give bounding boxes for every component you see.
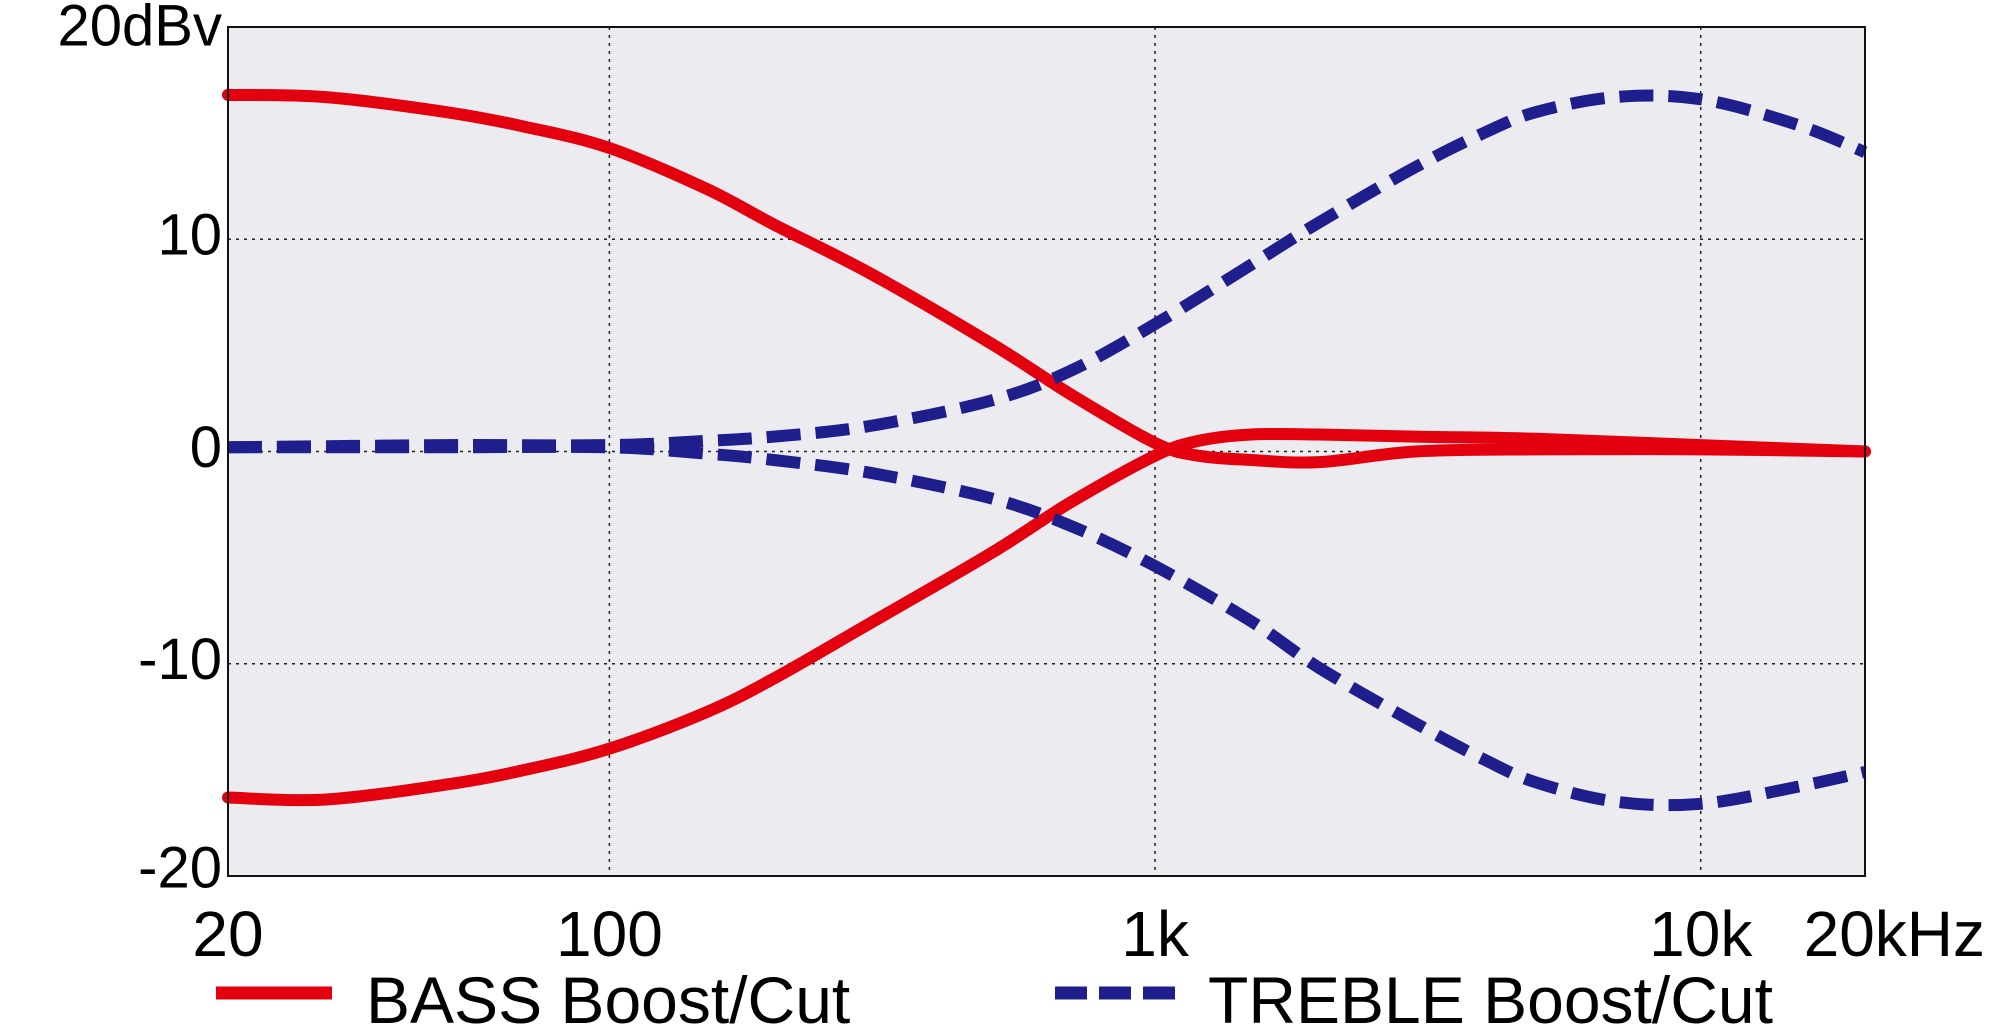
legend-label-1: TREBLE Boost/Cut	[1208, 963, 1773, 1034]
x-tick-label: 100	[556, 898, 663, 970]
legend-label-0: BASS Boost/Cut	[366, 963, 850, 1034]
x-tick-label: 10k	[1649, 898, 1753, 970]
y-tick-label: 10	[157, 203, 222, 268]
legend: BASS Boost/Cut TREBLE Boost/Cut	[216, 963, 1773, 1034]
x-tick-label: 1k	[1121, 898, 1190, 970]
y-tick-label: 20dBv	[58, 0, 222, 58]
y-tick-label: 0	[190, 415, 222, 480]
x-tick-label: 20	[192, 898, 263, 970]
treble-series-line-3	[228, 440, 1867, 812]
y-tick-label: -10	[138, 627, 222, 692]
series-layer	[222, 88, 1871, 812]
x-tick-label: 20kHz	[1804, 898, 1985, 970]
plot-frame	[227, 26, 1866, 877]
y-axis: 20dBv 10 0 -10 -20	[58, 0, 222, 900]
bass-series-line-1	[222, 427, 1871, 807]
y-tick-label: -20	[138, 835, 222, 900]
x-axis: 20 100 1k 10k 20kHz	[192, 898, 1985, 970]
bass-series-line-0	[222, 88, 1871, 469]
